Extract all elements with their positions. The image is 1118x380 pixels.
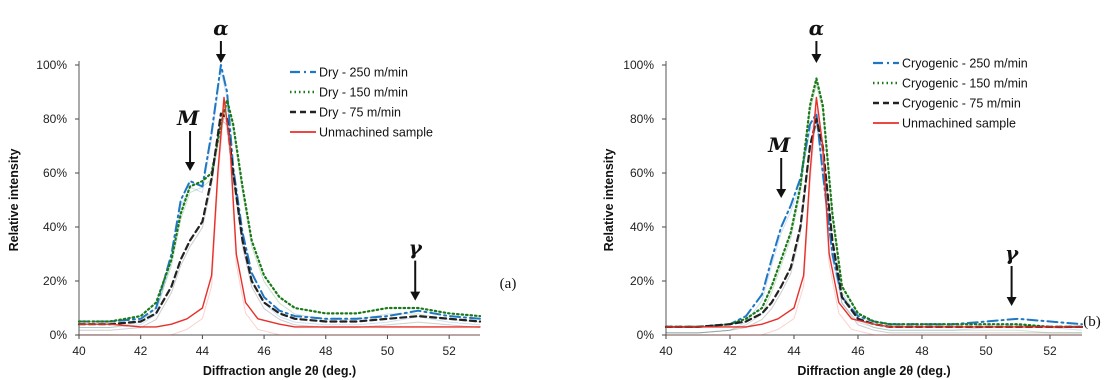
x-tick-label: 42: [134, 344, 148, 358]
panel-label: (a): [500, 276, 517, 292]
y-tick-label: 80%: [630, 112, 654, 126]
y-tick-label: 100%: [36, 58, 67, 72]
series-raw-trace: [78, 70, 481, 328]
series-line: [77, 98, 482, 323]
y-tick-label: 40%: [43, 220, 67, 234]
y-tick-label: 20%: [43, 274, 67, 288]
series-raw-trace: [666, 107, 1082, 336]
legend-label: Dry - 75 m/min: [319, 106, 401, 120]
series-raw-trace: [78, 105, 481, 328]
x-tick-label: 52: [1043, 344, 1057, 358]
annotation-label: α: [213, 16, 228, 40]
annotation-arrow-head: [776, 189, 787, 198]
y-axis-label: Relative intensity: [602, 149, 616, 252]
x-axis-label: Diffraction angle 2θ (deg.): [203, 364, 356, 378]
x-tick-label: 42: [723, 344, 737, 358]
chart-panel-a: 0% 20% 40% 60% 80% 100% 40 42 44 46 48 50 52 Diffract…: [7, 16, 516, 378]
series-raw-trace: [78, 107, 480, 336]
series-line: [78, 96, 481, 328]
series-line: [78, 64, 481, 323]
y-tick-label: 100%: [623, 58, 654, 72]
x-axis-label: Diffraction angle 2θ (deg.): [797, 364, 950, 378]
annotation-arrow-head: [1006, 297, 1017, 306]
y-tick-label: 60%: [43, 166, 67, 180]
annotation-label: M: [767, 133, 791, 157]
series-raw-trace: [78, 118, 481, 331]
y-axis-label: Relative intensity: [7, 149, 21, 252]
y-tick-label: 60%: [630, 166, 654, 180]
y-tick-label: 0%: [637, 328, 655, 342]
series-line: [665, 112, 1083, 328]
series-raw-trace: [665, 118, 1083, 334]
annotation-label: α: [809, 16, 824, 40]
legend-label: Dry - 150 m/min: [319, 86, 408, 100]
annotation-arrow-head: [410, 291, 421, 301]
x-tick-label: 44: [787, 344, 801, 358]
series-raw-trace: [665, 84, 1082, 334]
legend-label: Dry - 250 m/min: [319, 66, 408, 80]
series-line: [664, 117, 1084, 328]
annotation-arrow-head: [185, 162, 196, 171]
y-tick-label: 80%: [43, 112, 67, 126]
legend-label: Cryogenic - 75 m/min: [902, 97, 1021, 111]
x-tick-label: 40: [72, 344, 86, 358]
x-tick-label: 50: [979, 344, 993, 358]
annotation-arrow-head: [811, 54, 822, 63]
chart-panel-b: 0% 20% 40% 60% 80% 100% 40 42 44 46 48 50 52 Diffract…: [602, 16, 1101, 378]
y-tick-label: 40%: [630, 220, 654, 234]
series-line: [665, 96, 1083, 328]
x-tick-label: 46: [257, 344, 271, 358]
panel-label: (b): [1083, 314, 1101, 330]
legend-label: Unmachined sample: [902, 117, 1016, 131]
x-tick-label: 50: [381, 344, 395, 358]
y-tick-label: 0%: [50, 328, 68, 342]
series-raw-trace: [665, 124, 1082, 334]
x-tick-label: 48: [915, 344, 929, 358]
x-tick-label: 52: [442, 344, 456, 358]
annotation-label: γ: [1005, 241, 1019, 265]
legend-label: Unmachined sample: [319, 126, 433, 140]
legend-label: Cryogenic - 150 m/min: [902, 77, 1028, 91]
x-tick-label: 46: [851, 344, 865, 358]
annotation-label: γ: [409, 236, 423, 260]
y-tick-label: 20%: [630, 274, 654, 288]
x-tick-label: 48: [319, 344, 333, 358]
x-tick-label: 44: [196, 344, 210, 358]
series-line: [664, 77, 1084, 328]
annotation-label: M: [176, 106, 200, 130]
x-tick-label: 40: [659, 344, 673, 358]
series-line: [77, 112, 482, 326]
annotation-arrow-head: [215, 54, 226, 63]
legend-label: Cryogenic - 250 m/min: [902, 57, 1028, 71]
